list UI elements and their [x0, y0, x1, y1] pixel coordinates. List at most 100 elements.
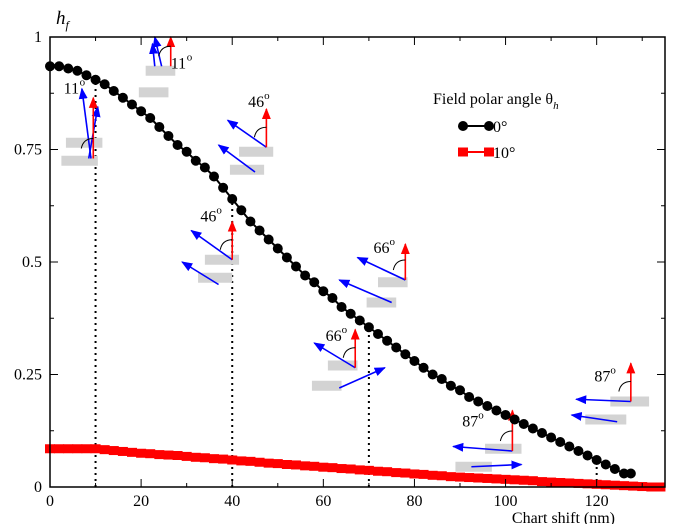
- data-point: [309, 461, 320, 471]
- data-point: [537, 428, 547, 438]
- data-point: [491, 405, 502, 416]
- y-axis-label: hf: [56, 8, 71, 32]
- data-point: [54, 61, 65, 72]
- magnet-bar: [327, 360, 358, 371]
- y-tick-label: 0.5: [22, 254, 42, 271]
- data-point: [209, 454, 219, 464]
- data-point: [117, 446, 128, 456]
- magnetization-arrow: [152, 35, 163, 67]
- data-point: [555, 437, 566, 447]
- annotations: 11 o11 o46 o46 o66 o66 o87 o87 o: [61, 35, 650, 472]
- data-point: [436, 374, 447, 384]
- legend-marker: [484, 147, 494, 157]
- magnet-bar: [61, 155, 98, 166]
- axes: 0 20 40 60 80 100 120 0 0.25 0.5 0.75 1 Chart shift …: [14, 8, 666, 524]
- data-point: [464, 392, 475, 402]
- data-point: [218, 454, 229, 464]
- angle-arc: [499, 430, 513, 442]
- data-point: [245, 216, 256, 227]
- data-point: [163, 450, 174, 460]
- data-point: [427, 470, 438, 480]
- annotation-a7: 87 o: [570, 362, 650, 425]
- data-point: [409, 469, 420, 479]
- data-point: [245, 456, 256, 466]
- legend-marker: [484, 121, 494, 131]
- angle-arc: [342, 347, 356, 358]
- magnetization-arrow: [575, 395, 631, 405]
- data-point: [619, 481, 629, 491]
- data-point: [373, 466, 383, 476]
- data-point: [236, 205, 247, 216]
- data-point: [108, 86, 119, 96]
- magnetization-arrow: [149, 42, 158, 67]
- data-point: [373, 329, 383, 339]
- y-axis-label-main: h: [56, 8, 66, 29]
- data-point: [555, 478, 566, 487]
- magnetization-arrow: [356, 256, 406, 281]
- magnetization-arrow: [338, 367, 386, 389]
- magnet-bar: [378, 277, 408, 288]
- data-point: [63, 444, 74, 454]
- data-point: [345, 464, 356, 474]
- data-point: [363, 465, 374, 475]
- angle-degree-mark: o: [478, 409, 484, 421]
- data-point: [518, 475, 529, 485]
- plot-area: [50, 37, 665, 487]
- data-point: [199, 453, 210, 463]
- data-point: [619, 468, 629, 479]
- y-axis-label-sub: f: [66, 18, 71, 32]
- data-point: [127, 99, 137, 110]
- data-point: [90, 74, 101, 85]
- data-point: [582, 450, 593, 461]
- data-point: [391, 342, 402, 353]
- data-point: [546, 432, 557, 443]
- data-point: [527, 476, 538, 486]
- angle-degree-mark: o: [216, 205, 222, 217]
- data-point: [382, 467, 393, 477]
- data-point: [190, 452, 201, 462]
- data-point: [427, 369, 438, 380]
- magnetization-arrow: [78, 87, 92, 159]
- magnet-bar: [485, 443, 522, 454]
- y-tick-label: 0.75: [14, 142, 42, 159]
- data-point: [163, 131, 174, 141]
- data-point: [436, 471, 447, 481]
- annotation-a2: 11 o: [61, 76, 103, 166]
- x-tick-label: 120: [585, 493, 609, 510]
- x-tick-label: 0: [46, 493, 54, 510]
- x-tick-label: 80: [406, 493, 422, 510]
- x-tick-label: 60: [315, 493, 331, 510]
- data-point: [445, 380, 456, 391]
- data-point: [363, 322, 374, 333]
- data-point: [291, 460, 301, 470]
- data-point: [236, 456, 247, 466]
- data-point: [327, 293, 338, 303]
- legend-label: 0°: [493, 119, 507, 136]
- data-point: [81, 444, 92, 454]
- data-point: [181, 451, 192, 461]
- data-point: [72, 65, 83, 76]
- angle-arc: [253, 126, 267, 138]
- data-point: [600, 480, 611, 490]
- angle-label: 11: [64, 80, 79, 97]
- data-point: [482, 473, 493, 483]
- data-point: [345, 308, 356, 319]
- data-point: [564, 478, 575, 488]
- data-point: [600, 459, 611, 470]
- y-tick-label: 0.25: [14, 367, 42, 384]
- magnetization-arrow: [471, 460, 523, 470]
- data-point: [281, 252, 292, 263]
- angle-label: 66: [326, 328, 342, 345]
- angle-arc: [158, 45, 171, 57]
- data-point: [263, 458, 274, 468]
- magnetization-arrow: [338, 279, 392, 304]
- data-point: [582, 479, 593, 489]
- annotation-a8: 87 o: [452, 409, 523, 472]
- data-point: [573, 446, 584, 456]
- annotation-a3: 46 o: [217, 90, 274, 175]
- data-point: [281, 460, 292, 469]
- angle-degree-mark: o: [389, 236, 395, 248]
- data-point: [509, 414, 520, 425]
- data-point: [354, 315, 365, 326]
